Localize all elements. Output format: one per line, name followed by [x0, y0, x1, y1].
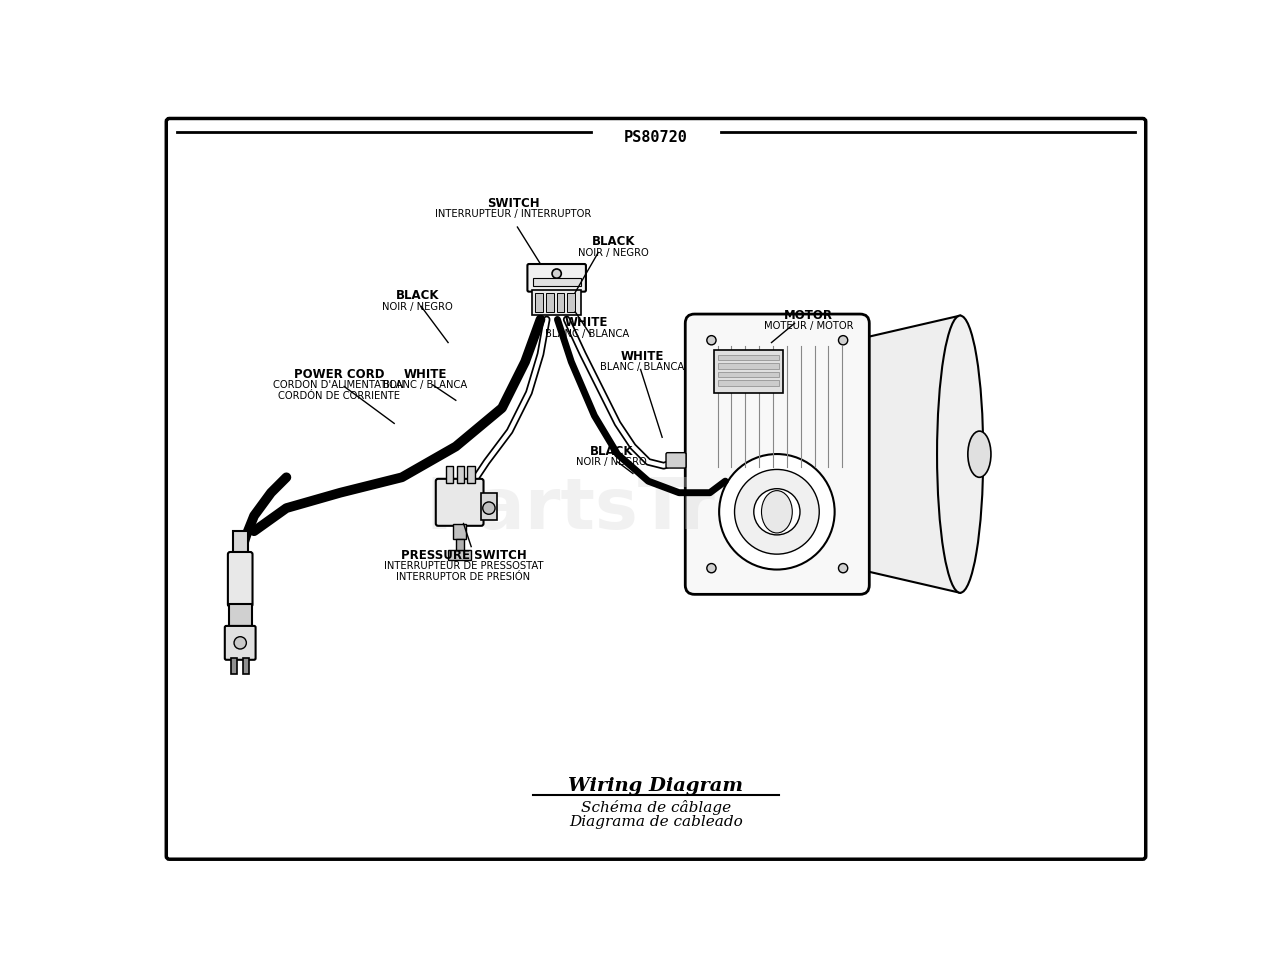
Circle shape — [234, 637, 246, 649]
Bar — [481, 493, 497, 520]
Bar — [230, 659, 237, 674]
Bar — [557, 294, 564, 312]
FancyBboxPatch shape — [435, 480, 484, 526]
Bar — [718, 364, 780, 369]
Ellipse shape — [762, 491, 792, 533]
FancyBboxPatch shape — [527, 265, 586, 293]
FancyBboxPatch shape — [166, 119, 1146, 860]
Text: INTERRUPTEUR DE PRESSOSTAT: INTERRUPTEUR DE PRESSOSTAT — [384, 560, 543, 571]
Text: BLACK: BLACK — [591, 235, 635, 248]
Bar — [445, 466, 453, 484]
Text: MOTEUR / MOTOR: MOTEUR / MOTOR — [764, 321, 854, 330]
Ellipse shape — [937, 316, 983, 593]
Bar — [532, 291, 581, 315]
Bar — [718, 381, 780, 387]
Bar — [718, 372, 780, 378]
Text: NOIR / NEGRO: NOIR / NEGRO — [579, 247, 649, 258]
Bar — [457, 466, 465, 484]
Text: CORDÓN DE CORRIENTE: CORDÓN DE CORRIENTE — [278, 391, 399, 400]
Text: BLACK: BLACK — [590, 445, 634, 457]
Bar — [453, 524, 466, 540]
Text: WHITE: WHITE — [403, 367, 447, 381]
Text: MOTOR: MOTOR — [783, 308, 833, 322]
Polygon shape — [860, 316, 960, 593]
Bar — [535, 294, 543, 312]
Text: WHITE: WHITE — [564, 316, 608, 328]
Bar — [243, 659, 250, 674]
Bar — [467, 466, 475, 484]
Text: Diagrama de cableado: Diagrama de cableado — [570, 814, 742, 828]
Bar — [532, 279, 581, 287]
Text: BLANC / BLANCA: BLANC / BLANCA — [544, 328, 628, 338]
FancyBboxPatch shape — [685, 315, 869, 595]
Circle shape — [838, 336, 847, 346]
Ellipse shape — [968, 431, 991, 478]
Bar — [233, 532, 248, 554]
Text: WHITE: WHITE — [621, 350, 664, 362]
Text: SWITCH: SWITCH — [488, 197, 540, 209]
Circle shape — [735, 470, 819, 554]
Text: BLANC / BLANCA: BLANC / BLANCA — [600, 362, 685, 372]
Bar — [567, 294, 575, 312]
Bar — [545, 294, 553, 312]
Circle shape — [483, 502, 495, 515]
Circle shape — [707, 336, 716, 346]
Text: PS80720: PS80720 — [625, 130, 687, 145]
FancyBboxPatch shape — [228, 552, 252, 607]
Circle shape — [838, 564, 847, 574]
Text: INTERRUPTEUR / INTERRUPTOR: INTERRUPTEUR / INTERRUPTOR — [435, 209, 591, 219]
Text: BLANC / BLANCA: BLANC / BLANCA — [383, 380, 467, 390]
Text: NOIR / NEGRO: NOIR / NEGRO — [576, 456, 646, 467]
Circle shape — [754, 489, 800, 535]
Bar — [714, 351, 783, 393]
Text: INTERRUPTOR DE PRESIÓN: INTERRUPTOR DE PRESIÓN — [397, 572, 531, 581]
Text: Wiring Diagram: Wiring Diagram — [568, 776, 744, 795]
Circle shape — [719, 454, 835, 570]
FancyBboxPatch shape — [225, 626, 256, 660]
FancyBboxPatch shape — [666, 453, 686, 469]
Text: PRESSURE SWITCH: PRESSURE SWITCH — [401, 548, 526, 561]
Text: CORDON D'ALIMENTATION: CORDON D'ALIMENTATION — [273, 380, 404, 390]
Text: Schéma de câblage: Schéma de câblage — [581, 799, 731, 815]
Text: NOIR / NEGRO: NOIR / NEGRO — [381, 301, 453, 311]
Circle shape — [707, 564, 716, 574]
Bar — [456, 540, 463, 551]
Circle shape — [552, 269, 562, 279]
Text: POWER CORD: POWER CORD — [293, 367, 384, 381]
Bar — [448, 551, 471, 560]
Text: BLACK: BLACK — [396, 289, 439, 302]
Text: PartsTre: PartsTre — [425, 474, 764, 543]
Bar — [229, 605, 252, 628]
Bar — [718, 356, 780, 360]
